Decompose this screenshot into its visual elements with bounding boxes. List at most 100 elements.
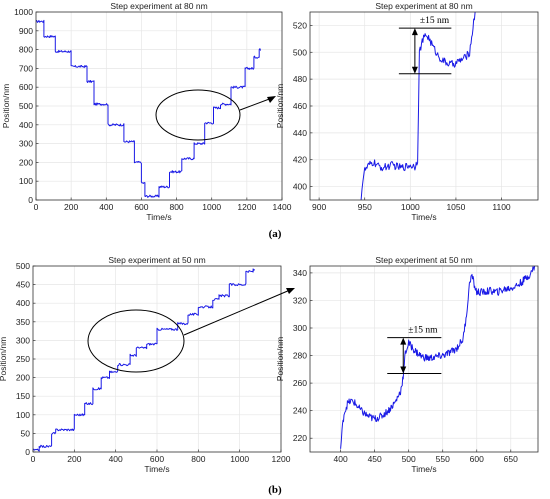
x-axis-label: Time/s [146,212,171,222]
x-tick-label: 450 [368,454,382,464]
chart-title: Step experiment at 80 nm [110,1,207,11]
chart-step-80nm-overview: 0 200 400 600 800 1000 1200 1400 0 100 200 300 400 50… [1,1,292,222]
y-tick-label: 350 [16,317,30,327]
chart-title: Step experiment at 50 nm [108,255,205,265]
plot-frame [309,11,539,201]
y-tick-label: 900 [19,26,33,36]
y-axis-label: Position/nm [275,84,285,128]
annotation-label: ±15 nm [420,16,450,26]
plot-frame [309,265,539,453]
series-line [36,19,262,198]
y-tick-label: 50 [21,428,31,438]
x-tick-label: 1200 [237,202,256,212]
zoom-arrow-b [183,289,291,336]
y-tick-label: 200 [19,157,33,167]
y-tick-label: 520 [293,20,307,30]
zoom-arrow-a [239,97,273,111]
annotation-arrowhead-up [411,28,418,36]
x-tick-label: 600 [470,454,484,464]
zoom-region-ellipse-a [155,89,241,141]
chart-title: Step experiment at 50 nm [375,255,472,265]
y-axis-label: Position/nm [1,84,11,128]
y-tick-label: 450 [16,280,30,290]
x-tick-label: 600 [150,454,164,464]
y-tick-label: 440 [293,128,307,138]
y-tick-label: 400 [16,298,30,308]
x-tick-label: 900 [312,202,326,212]
x-tick-label: 1000 [401,202,420,212]
x-tick-label: 650 [504,454,518,464]
y-tick-label: 200 [16,373,30,383]
plot-frame [35,11,283,201]
connector-a [155,89,276,141]
y-tick-label: 0 [25,447,30,457]
plot-frame [32,265,282,453]
y-tick-label: 420 [293,155,307,165]
chart-title: Step experiment at 80 nm [375,1,472,11]
y-tick-label: 1000 [14,7,33,17]
x-tick-label: 0 [31,454,36,464]
x-tick-label: 550 [436,454,450,464]
y-tick-label: 500 [19,101,33,111]
x-tick-label: 400 [334,454,348,464]
x-axis-label: Time/s [411,464,436,474]
y-tick-label: 240 [293,406,307,416]
x-tick-label: 400 [99,202,113,212]
y-tick-label: 340 [293,268,307,278]
x-tick-label: 800 [169,202,183,212]
y-tick-label: 260 [293,378,307,388]
y-tick-label: 280 [293,351,307,361]
chart-step-50nm-overview: 0 200 400 600 800 1000 1200 0 50 100 150 200 250 300 3… [0,255,291,474]
y-tick-label: 0 [28,195,33,205]
y-tick-label: 150 [16,391,30,401]
x-tick-label: 800 [191,454,205,464]
annotation-arrowhead-up [400,337,407,345]
series-line [340,265,536,449]
y-tick-label: 460 [293,101,307,111]
y-tick-label: 300 [16,335,30,345]
x-tick-label: 0 [34,202,39,212]
zoom-arrowhead-a [267,96,276,103]
caption-a: (a) [269,228,282,240]
y-tick-label: 600 [19,82,33,92]
annotation-arrowhead-down [411,66,418,74]
y-tick-label: 300 [293,323,307,333]
x-tick-label: 950 [358,202,372,212]
y-tick-label: 320 [293,295,307,305]
x-tick-label: 1100 [492,202,511,212]
x-axis-label: Time/s [144,464,169,474]
x-tick-label: 1050 [446,202,465,212]
y-tick-label: 300 [19,139,33,149]
x-tick-label: 1000 [202,202,221,212]
annotation-label: ±15 nm [408,326,438,336]
x-tick-label: 1400 [273,202,292,212]
x-tick-label: 1200 [272,454,291,464]
chart-step-50nm-zoom: 400 450 500 550 600 650 220 240 260 280 300 320 340 S… [275,255,539,474]
x-axis-label: Time/s [411,212,436,222]
y-tick-label: 500 [293,47,307,57]
connector-b [87,288,295,373]
chart-step-80nm-zoom: 900 950 1000 1050 1100 400 420 440 460 480 500 520 S… [275,1,539,222]
y-tick-label: 400 [19,120,33,130]
y-tick-label: 480 [293,74,307,84]
x-tick-label: 500 [402,454,416,464]
y-axis-label: Position/nm [275,337,285,381]
y-tick-label: 800 [19,45,33,55]
y-tick-label: 700 [19,63,33,73]
series-line [32,268,256,452]
x-tick-label: 1000 [230,454,249,464]
annotation-arrowhead-down [400,366,407,374]
series-line [360,11,476,201]
zoom-region-ellipse-b [87,309,185,373]
zoom-arrowhead-b [286,288,295,294]
y-tick-label: 400 [293,182,307,192]
y-tick-label: 100 [16,410,30,420]
y-tick-label: 100 [19,176,33,186]
x-tick-label: 600 [134,202,148,212]
y-tick-label: 250 [16,354,30,364]
x-tick-label: 200 [67,454,81,464]
x-tick-label: 400 [109,454,123,464]
y-tick-label: 220 [293,433,307,443]
caption-b: (b) [268,484,282,496]
